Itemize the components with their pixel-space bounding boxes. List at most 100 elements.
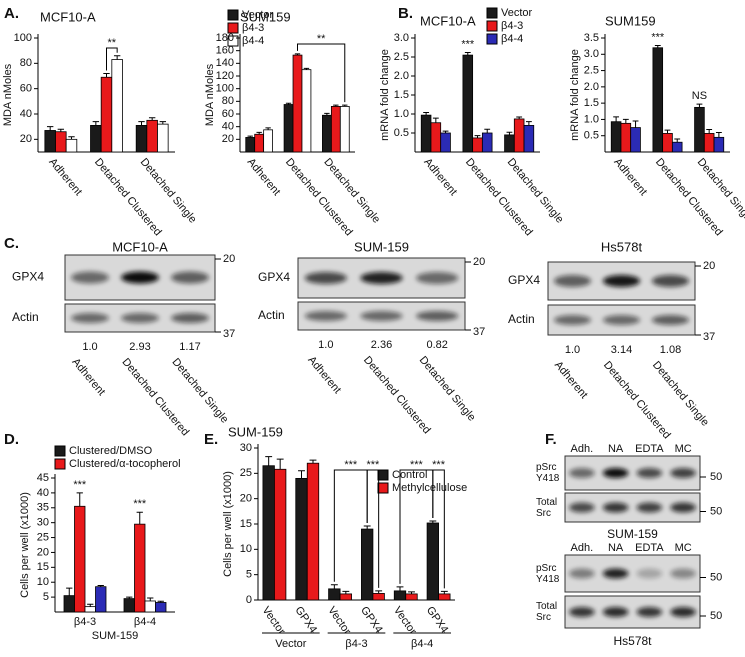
legend-swatch <box>54 458 66 470</box>
error-bar <box>696 103 703 108</box>
bar <box>74 505 86 613</box>
y-tick-label: 80 <box>222 95 234 107</box>
error-bar <box>157 600 164 603</box>
x-tick-label: GPX4 <box>358 605 385 636</box>
marker-label: 50 <box>710 505 722 517</box>
y-tick-label: 40 <box>20 108 32 120</box>
error-bar <box>136 511 143 525</box>
y-tick-label: 2.0 <box>584 81 599 93</box>
lane-label: Adherent <box>69 356 107 398</box>
bar <box>157 123 169 153</box>
error-bar <box>247 135 253 138</box>
error-bar <box>147 597 154 601</box>
lane-label: Adherent <box>552 359 590 401</box>
bar <box>713 136 725 153</box>
x-tick-label: β4-4 <box>134 616 156 628</box>
blot-band <box>636 502 663 513</box>
blot-band <box>71 271 109 284</box>
bar <box>144 600 156 613</box>
blot-band <box>360 272 403 284</box>
error-bar <box>622 118 629 124</box>
error-bar <box>148 117 156 121</box>
bar <box>84 606 96 613</box>
y-tick-label: 60 <box>222 108 234 120</box>
lane-label: Adh. <box>571 443 594 455</box>
legend-swatch <box>227 22 239 34</box>
bar <box>652 47 664 153</box>
bar <box>339 106 350 153</box>
y-tick-label: 80 <box>20 57 32 69</box>
blot-row-label-box: pSrc Y418 <box>536 562 560 585</box>
bar <box>481 132 493 153</box>
bar <box>274 468 287 601</box>
error-bar <box>408 591 415 594</box>
error-bar <box>484 128 491 133</box>
blot-title: Hs578t <box>601 239 643 254</box>
y-tick-label: 60 <box>20 83 32 95</box>
lane-label: EDTA <box>635 542 664 554</box>
blot-row-label: pSrc Y418 <box>536 562 560 585</box>
x-tick-label: Adherent <box>245 156 283 198</box>
bar <box>111 59 123 153</box>
lane-label: Adherent <box>305 354 343 396</box>
error-bar <box>276 458 284 470</box>
error-bar <box>664 129 671 134</box>
panel-label: A. <box>4 5 19 22</box>
bar <box>134 523 146 613</box>
blot-band <box>569 502 595 513</box>
bar <box>662 133 673 153</box>
bar <box>523 125 535 153</box>
y-tick-label: 0.5 <box>394 127 409 139</box>
x-tick-label: Adherent <box>46 156 84 198</box>
error-bar <box>46 126 54 131</box>
legend-swatch <box>227 35 239 47</box>
blot-band <box>670 607 696 617</box>
y-tick-label: 10 <box>240 543 252 555</box>
legend-swatch <box>486 7 498 19</box>
lane-label: NA <box>608 443 624 455</box>
bar <box>283 104 294 153</box>
blot-title: SUM-159 <box>354 239 409 254</box>
error-bar <box>442 130 449 133</box>
bar <box>372 593 385 601</box>
error-bar <box>654 44 661 48</box>
blot-band <box>636 607 663 617</box>
panel-label: D. <box>4 431 19 448</box>
error-bar <box>68 136 75 140</box>
y-tick-label: 180 <box>216 32 234 44</box>
blot-row-label: GPX4 <box>12 270 44 284</box>
y-tick-label: 3.5 <box>584 32 599 44</box>
blot-row-label: Actin <box>12 310 39 324</box>
y-tick-label: 160 <box>216 45 234 57</box>
legend-label: β4-4 <box>501 33 523 45</box>
cell-line-label: Hs578t <box>613 634 652 648</box>
bar <box>393 590 407 601</box>
y-tick-label: 3.0 <box>394 32 409 44</box>
bar <box>330 106 341 153</box>
annotation: *** <box>344 459 358 471</box>
x-tick-label: GPX4 <box>424 605 451 636</box>
marker-label: 20 <box>473 256 485 268</box>
bar <box>44 130 56 153</box>
bar <box>65 138 78 153</box>
bar <box>438 593 451 601</box>
bracket <box>366 469 380 588</box>
blot-band <box>651 275 690 287</box>
bar <box>123 598 135 613</box>
error-bar <box>57 128 65 132</box>
chart-title: SUM159 <box>605 13 656 28</box>
y-axis-label: Cells per well (x1000) <box>222 471 234 577</box>
blot-row-label: GPX4 <box>508 273 540 287</box>
y-axis-label: MDA nMoles <box>204 63 216 126</box>
error-bar <box>432 117 439 123</box>
error-bar <box>309 459 317 464</box>
error-bar <box>506 131 513 135</box>
blot-row-label-box: Total Src <box>536 601 557 623</box>
bracket <box>106 47 118 71</box>
bar <box>504 134 515 153</box>
x-tick-label: Adherent <box>611 156 649 198</box>
error-bar <box>103 72 110 78</box>
error-bar <box>613 116 620 122</box>
quantification: 3.14 <box>611 344 632 356</box>
legend-label: Clustered/DMSO <box>69 445 153 457</box>
